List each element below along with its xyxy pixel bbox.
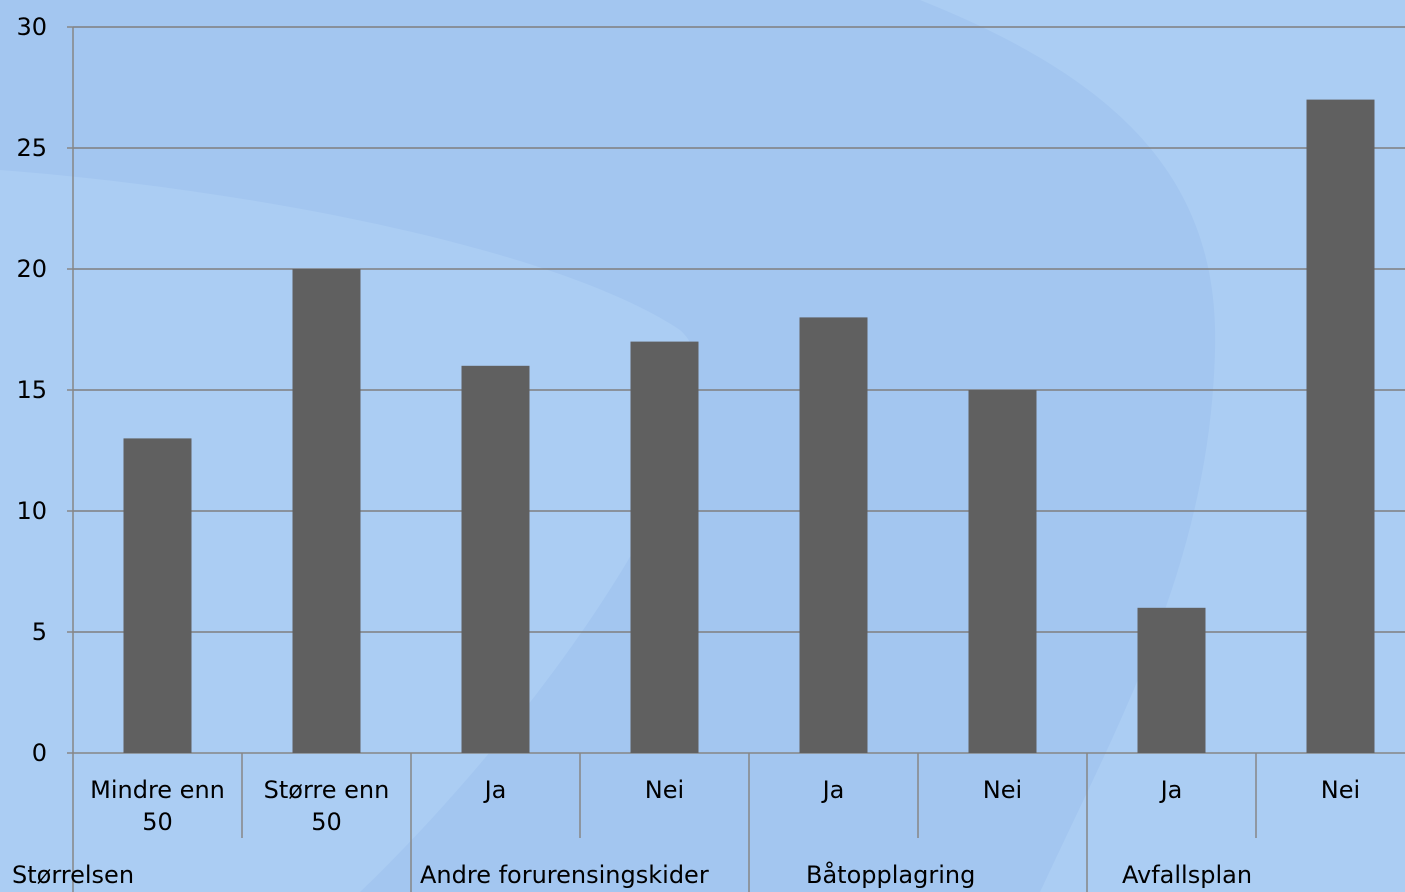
y-tick-label: 30	[16, 13, 47, 41]
x-category-label: Større enn	[264, 776, 390, 804]
x-category-label: Nei	[983, 776, 1022, 804]
bars	[123, 99, 1375, 754]
x-group-label: Båtopplagring	[806, 860, 975, 889]
x-category-label: Ja	[821, 776, 845, 804]
bar	[1306, 99, 1375, 754]
y-tick-label: 0	[32, 739, 47, 767]
bar	[292, 269, 361, 753]
y-axis-ticks: 0 5 10 15 20 25 30	[16, 13, 74, 767]
x-category-label: 50	[142, 808, 173, 836]
bar	[461, 365, 530, 753]
y-tick-label: 15	[16, 376, 47, 404]
x-category-label: Mindre enn	[90, 776, 225, 804]
x-category-label: 50	[311, 808, 342, 836]
y-tick-label: 5	[32, 618, 47, 646]
x-axis: Mindre enn 50 Større enn 50 Ja Nei Ja Nei Ja Nei S…	[12, 753, 1360, 892]
x-group-label: Avfallsplan	[1122, 861, 1252, 889]
y-tick-label: 10	[16, 497, 47, 525]
x-group-label: Størrelsen	[12, 861, 134, 889]
x-category-label: Ja	[483, 776, 507, 804]
x-category-label: Nei	[1321, 776, 1360, 804]
y-tick-label: 20	[16, 255, 47, 283]
bar	[630, 341, 699, 753]
x-category-label: Ja	[1159, 776, 1183, 804]
bar	[123, 438, 192, 753]
y-tick-label: 25	[16, 134, 47, 162]
x-category-label: Nei	[645, 776, 684, 804]
bar	[1137, 607, 1206, 753]
x-group-label: Andre forurensingskider	[420, 861, 709, 889]
bar	[968, 390, 1037, 753]
bar	[799, 317, 868, 753]
